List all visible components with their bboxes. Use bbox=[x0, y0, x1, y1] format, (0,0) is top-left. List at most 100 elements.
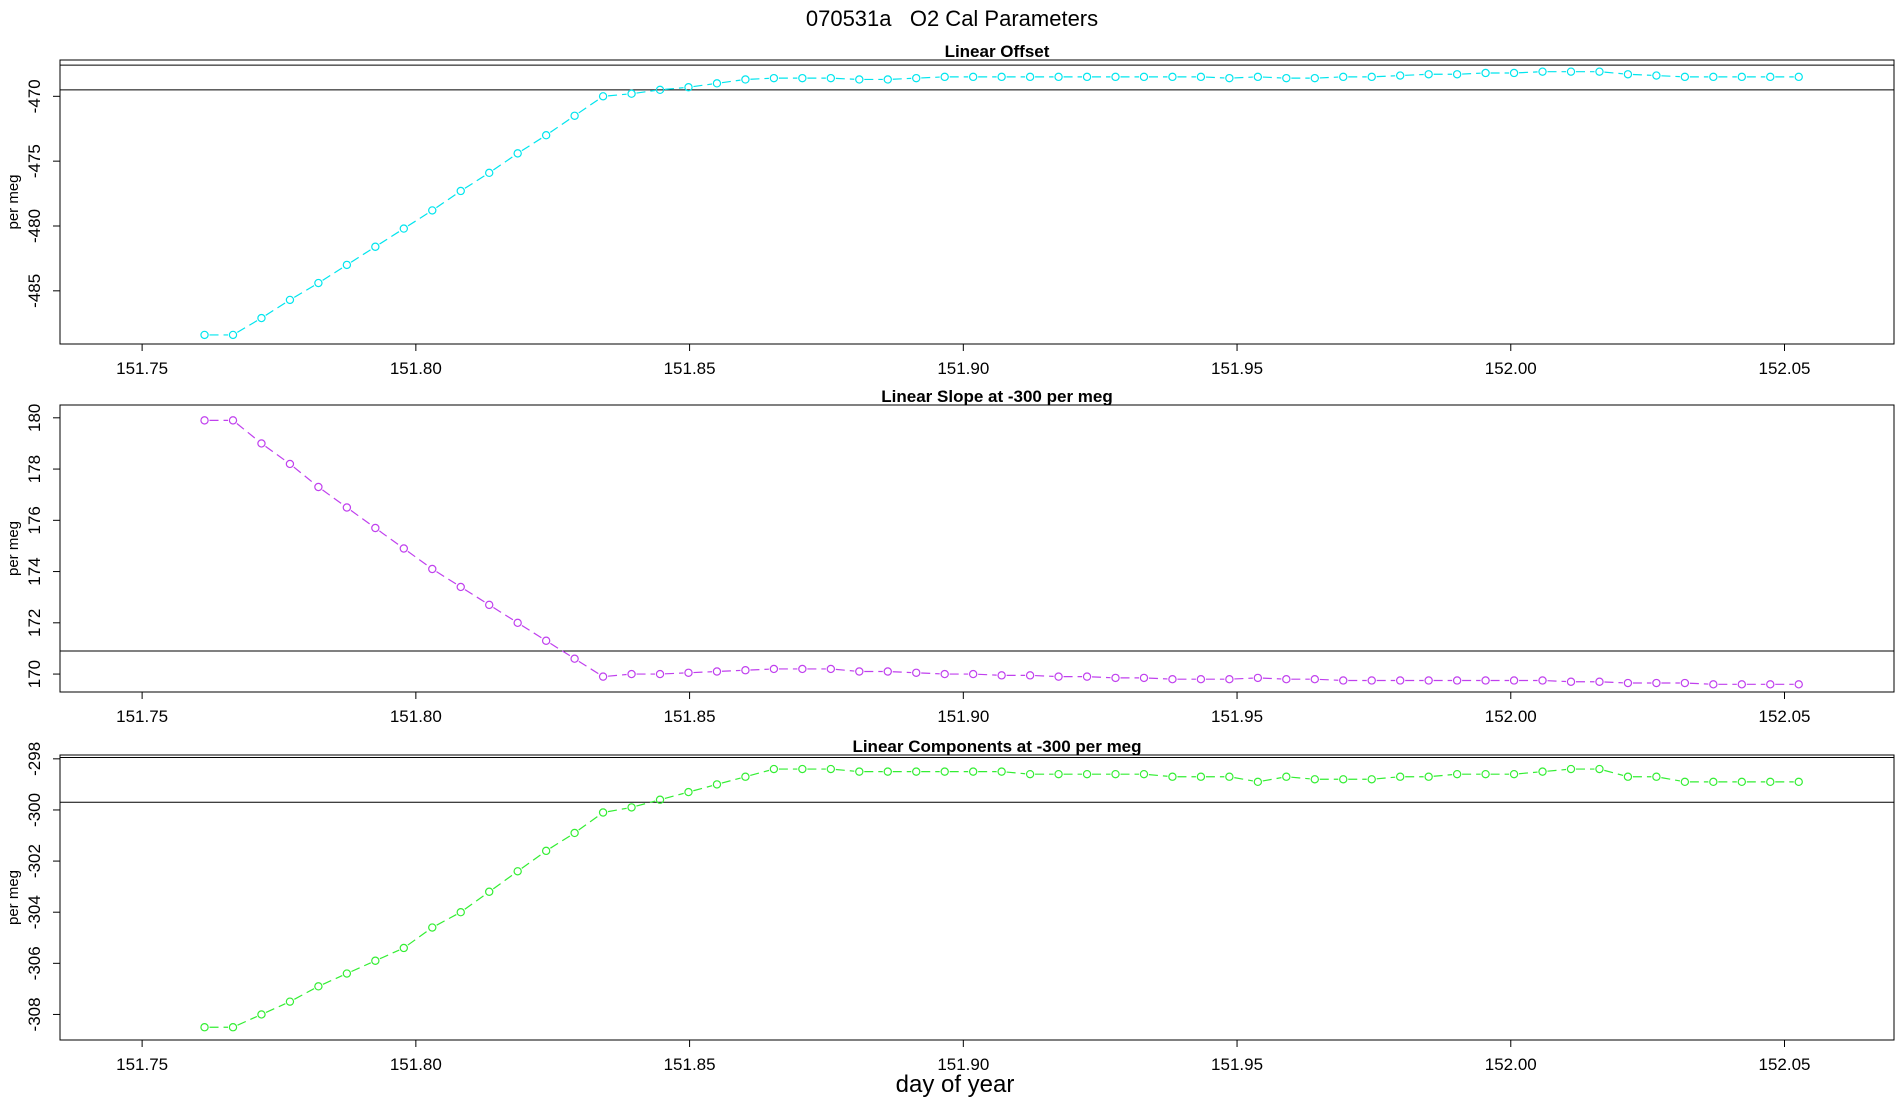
data-point bbox=[684, 668, 693, 677]
series-segment bbox=[350, 248, 372, 263]
figure-x-axis-label: day of year bbox=[896, 1071, 1015, 1098]
series-segment bbox=[664, 672, 684, 675]
data-point bbox=[371, 523, 380, 533]
data-point bbox=[1566, 764, 1576, 774]
data-point bbox=[1595, 67, 1604, 76]
x-tick-label: 151.80 bbox=[390, 707, 442, 726]
data-point bbox=[1709, 680, 1718, 689]
y-tick-label: -485 bbox=[25, 274, 44, 308]
series-segment bbox=[1148, 774, 1168, 777]
data-point bbox=[1424, 676, 1433, 685]
series-segment bbox=[1547, 768, 1567, 772]
series-segment bbox=[1006, 771, 1026, 775]
data-point bbox=[712, 79, 722, 88]
series-segment bbox=[436, 571, 457, 585]
x-tick-label: 151.75 bbox=[116, 359, 168, 378]
series-segment bbox=[892, 77, 912, 80]
series-segment bbox=[521, 137, 543, 152]
data-point bbox=[627, 89, 636, 98]
x-tick-label: 151.75 bbox=[116, 1055, 168, 1074]
y-tick-label: -308 bbox=[25, 997, 44, 1031]
data-point bbox=[1509, 676, 1519, 685]
data-point bbox=[1310, 775, 1319, 784]
series-segment bbox=[1689, 682, 1709, 685]
data-point bbox=[1424, 772, 1433, 781]
data-point bbox=[1766, 777, 1775, 787]
data-point bbox=[285, 295, 295, 305]
panel-3: Linear Components at -300 per meg per meg… bbox=[5, 737, 1895, 1074]
series-segment bbox=[1319, 76, 1339, 79]
data-point bbox=[541, 846, 551, 856]
data-point bbox=[513, 618, 522, 628]
data-point bbox=[1253, 777, 1263, 787]
data-point bbox=[228, 416, 238, 425]
data-point bbox=[1225, 674, 1234, 684]
data-point bbox=[1652, 772, 1661, 781]
series-segment bbox=[1632, 73, 1652, 76]
series-segment bbox=[407, 212, 429, 227]
data-point bbox=[1310, 73, 1319, 83]
data-point bbox=[314, 278, 323, 288]
series-segment bbox=[1376, 75, 1396, 78]
data-point bbox=[968, 72, 978, 82]
series-segment bbox=[293, 285, 315, 298]
series-segment bbox=[1604, 681, 1623, 684]
data-point bbox=[1595, 677, 1604, 686]
data-point bbox=[485, 600, 494, 610]
data-point bbox=[1452, 769, 1462, 779]
data-point bbox=[1538, 676, 1547, 685]
series-segment bbox=[636, 89, 656, 94]
x-tick-label: 152.05 bbox=[1759, 359, 1811, 378]
series-segment bbox=[492, 873, 514, 890]
series-segment bbox=[1262, 777, 1282, 782]
data-point bbox=[228, 1023, 238, 1032]
data-point bbox=[257, 313, 266, 323]
y-tick-label: 178 bbox=[25, 455, 44, 483]
data-point bbox=[1253, 72, 1263, 82]
y-tick-label: 172 bbox=[25, 609, 44, 637]
data-point bbox=[1282, 674, 1291, 684]
series-segment bbox=[892, 671, 912, 674]
series-segment bbox=[578, 660, 600, 675]
data-point bbox=[1054, 769, 1063, 779]
data-point bbox=[769, 73, 779, 83]
data-point bbox=[712, 780, 722, 789]
data-point bbox=[1168, 674, 1177, 684]
series-segment bbox=[750, 77, 769, 80]
data-point bbox=[342, 503, 352, 512]
series-segment bbox=[1604, 769, 1624, 777]
series-segment bbox=[1148, 677, 1168, 680]
series-segment bbox=[978, 673, 997, 676]
y-tick-label: -298 bbox=[25, 742, 44, 776]
data-point bbox=[1225, 772, 1234, 781]
data-point bbox=[1794, 680, 1803, 689]
data-point bbox=[855, 75, 864, 84]
data-point bbox=[1253, 673, 1263, 683]
data-point bbox=[769, 664, 779, 674]
x-tick-label: 152.00 bbox=[1485, 1055, 1537, 1074]
data-point bbox=[1452, 676, 1462, 685]
series-segment bbox=[236, 423, 258, 441]
data-point bbox=[1452, 70, 1462, 79]
data-point bbox=[1794, 72, 1803, 82]
data-point bbox=[826, 664, 836, 674]
data-point bbox=[570, 828, 579, 838]
x-tick-label: 151.90 bbox=[937, 707, 989, 726]
data-point bbox=[228, 330, 238, 340]
data-point bbox=[371, 956, 380, 965]
series-segment bbox=[1092, 676, 1111, 679]
data-point bbox=[684, 787, 693, 797]
data-point bbox=[1794, 777, 1803, 787]
data-point bbox=[997, 72, 1006, 82]
x-tick-label: 151.95 bbox=[1211, 359, 1263, 378]
data-point bbox=[1481, 68, 1490, 78]
data-point bbox=[940, 767, 949, 776]
series-segment bbox=[1035, 674, 1054, 677]
data-point bbox=[1481, 769, 1490, 779]
y-tick-label: -475 bbox=[25, 144, 44, 178]
panel-2: Linear Slope at -300 per meg per meg 151.7… bbox=[5, 387, 1895, 726]
data-point bbox=[798, 764, 807, 774]
series-segment bbox=[1262, 76, 1282, 79]
series-segment bbox=[1433, 774, 1453, 777]
series-segment bbox=[550, 835, 571, 849]
